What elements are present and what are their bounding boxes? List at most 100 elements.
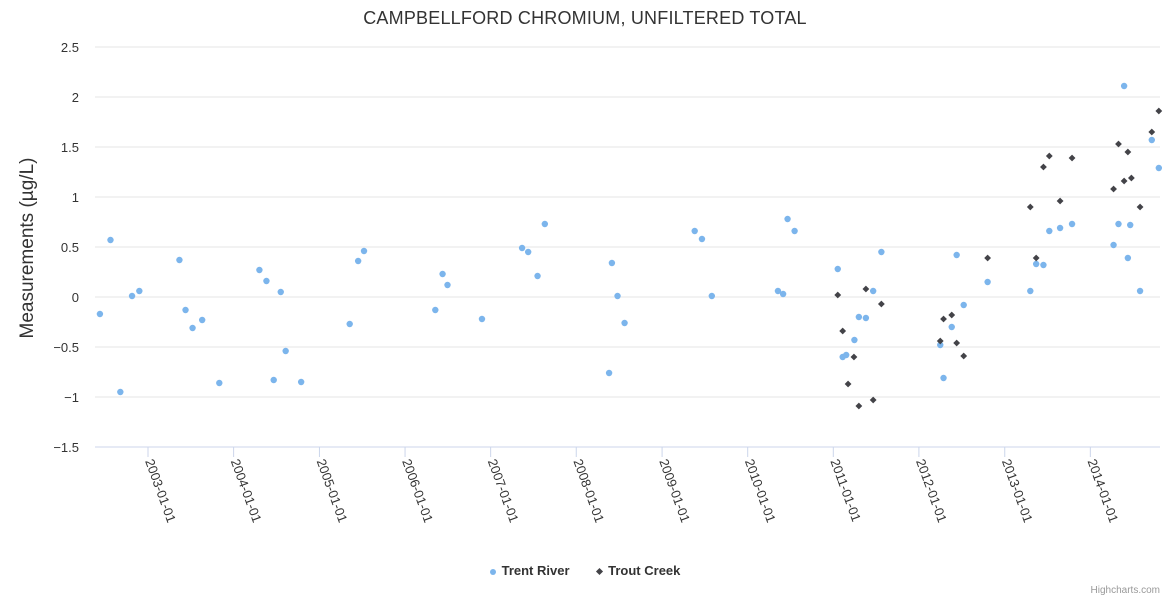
data-point-trent-river[interactable] xyxy=(1110,241,1117,249)
data-point-trent-river[interactable] xyxy=(851,336,858,344)
data-point-trent-river[interactable] xyxy=(1155,164,1163,172)
data-point-trout-creek[interactable] xyxy=(844,380,852,388)
data-point-trent-river[interactable] xyxy=(297,378,305,386)
data-point-trent-river[interactable] xyxy=(621,319,628,327)
data-point-trent-river[interactable] xyxy=(708,292,716,300)
data-point-trent-river[interactable] xyxy=(953,251,960,259)
data-point-trent-river[interactable] xyxy=(216,379,223,387)
data-point-trent-river[interactable] xyxy=(354,257,362,265)
data-point-trout-creek[interactable] xyxy=(1110,185,1117,193)
data-point-trout-creek[interactable] xyxy=(948,311,956,319)
y-tick-label: −1.5 xyxy=(53,440,79,455)
data-point-trout-creek[interactable] xyxy=(1148,128,1156,136)
data-point-trout-creek[interactable] xyxy=(1040,163,1047,171)
data-point-trent-river[interactable] xyxy=(96,310,104,318)
data-point-trout-creek[interactable] xyxy=(1032,254,1040,262)
data-point-trout-creek[interactable] xyxy=(1045,152,1053,160)
data-point-trout-creek[interactable] xyxy=(869,396,877,404)
data-point-trent-river[interactable] xyxy=(878,248,885,256)
data-point-trent-river[interactable] xyxy=(478,315,486,323)
data-point-trent-river[interactable] xyxy=(791,227,798,235)
legend-item-trout-creek[interactable]: Trout Creek xyxy=(596,563,680,578)
data-point-trout-creek[interactable] xyxy=(1127,174,1135,182)
data-point-trent-river[interactable] xyxy=(940,374,947,382)
data-point-trout-creek[interactable] xyxy=(1115,140,1122,148)
data-point-trent-river[interactable] xyxy=(189,324,196,332)
data-point-trent-river[interactable] xyxy=(691,227,698,235)
data-point-trent-river[interactable] xyxy=(779,290,787,298)
data-point-trent-river[interactable] xyxy=(360,247,368,255)
data-point-trout-creek[interactable] xyxy=(936,337,944,345)
data-point-trent-river[interactable] xyxy=(842,351,850,359)
data-point-trent-river[interactable] xyxy=(608,259,616,267)
data-point-trent-river[interactable] xyxy=(117,388,124,396)
data-point-trent-river[interactable] xyxy=(107,236,114,244)
data-point-trout-creek[interactable] xyxy=(850,353,858,361)
data-point-trent-river[interactable] xyxy=(176,256,183,264)
data-point-trout-creek[interactable] xyxy=(1056,197,1064,205)
data-point-trout-creek[interactable] xyxy=(940,315,947,323)
credits-link[interactable]: Highcharts.com xyxy=(1090,585,1160,596)
data-point-trent-river[interactable] xyxy=(862,314,870,322)
data-point-trout-creek[interactable] xyxy=(834,291,842,299)
data-point-trent-river[interactable] xyxy=(432,306,439,314)
data-point-trent-river[interactable] xyxy=(1027,287,1034,295)
data-point-trout-creek[interactable] xyxy=(1120,177,1128,185)
data-point-trent-river[interactable] xyxy=(346,320,353,328)
data-point-trent-river[interactable] xyxy=(1115,220,1122,228)
data-point-trout-creek[interactable] xyxy=(1068,154,1076,162)
data-point-trout-creek[interactable] xyxy=(984,254,992,262)
data-point-trent-river[interactable] xyxy=(984,278,991,286)
data-point-trout-creek[interactable] xyxy=(862,285,870,293)
y-tick-label: 0.5 xyxy=(61,240,79,255)
data-point-trent-river[interactable] xyxy=(1046,227,1053,235)
data-point-trent-river[interactable] xyxy=(614,292,621,300)
data-point-trout-creek[interactable] xyxy=(1124,148,1132,156)
data-point-trent-river[interactable] xyxy=(182,306,189,314)
data-point-trent-river[interactable] xyxy=(948,323,955,331)
data-point-trent-river[interactable] xyxy=(1056,224,1064,232)
data-point-trent-river[interactable] xyxy=(444,281,451,289)
data-point-trent-river[interactable] xyxy=(1148,136,1155,144)
data-point-trent-river[interactable] xyxy=(270,376,277,384)
data-point-trent-river[interactable] xyxy=(960,301,967,309)
data-point-trent-river[interactable] xyxy=(256,266,263,274)
data-point-trout-creek[interactable] xyxy=(960,352,968,360)
data-point-trent-river[interactable] xyxy=(784,215,791,223)
data-point-trent-river[interactable] xyxy=(1124,254,1132,262)
data-point-trent-river[interactable] xyxy=(1120,82,1128,90)
data-point-trent-river[interactable] xyxy=(937,341,944,349)
data-point-trout-creek[interactable] xyxy=(877,300,885,308)
data-point-trent-river[interactable] xyxy=(524,248,532,256)
data-point-trent-river[interactable] xyxy=(1032,260,1040,268)
data-point-trent-river[interactable] xyxy=(128,292,136,300)
data-point-trout-creek[interactable] xyxy=(953,339,961,347)
legend-item-trent-river[interactable]: Trent River xyxy=(489,563,570,578)
data-point-trent-river[interactable] xyxy=(698,235,706,243)
data-point-trent-river[interactable] xyxy=(834,265,841,273)
data-point-trout-creek[interactable] xyxy=(1026,203,1034,211)
data-point-trent-river[interactable] xyxy=(541,220,549,228)
data-point-trout-creek[interactable] xyxy=(1155,107,1163,115)
data-point-trent-river[interactable] xyxy=(1127,221,1134,229)
data-point-trent-river[interactable] xyxy=(263,277,270,285)
data-point-trent-river[interactable] xyxy=(774,287,782,295)
data-point-trent-river[interactable] xyxy=(282,347,289,355)
data-point-trent-river[interactable] xyxy=(1136,287,1144,295)
y-tick-label: 2.5 xyxy=(61,40,79,55)
data-point-trent-river[interactable] xyxy=(855,313,863,321)
data-point-trent-river[interactable] xyxy=(1068,220,1076,228)
data-point-trout-creek[interactable] xyxy=(855,402,863,410)
data-point-trent-river[interactable] xyxy=(1040,261,1047,269)
data-point-trent-river[interactable] xyxy=(198,316,206,324)
data-point-trent-river[interactable] xyxy=(869,287,877,295)
series-trout-creek xyxy=(834,107,1163,410)
data-point-trent-river[interactable] xyxy=(136,287,143,295)
data-point-trent-river[interactable] xyxy=(518,244,526,252)
data-point-trent-river[interactable] xyxy=(439,270,446,278)
data-point-trent-river[interactable] xyxy=(277,288,284,296)
data-point-trout-creek[interactable] xyxy=(1136,203,1144,211)
data-point-trent-river[interactable] xyxy=(605,369,613,377)
data-point-trent-river[interactable] xyxy=(534,272,541,280)
data-point-trout-creek[interactable] xyxy=(839,327,847,335)
